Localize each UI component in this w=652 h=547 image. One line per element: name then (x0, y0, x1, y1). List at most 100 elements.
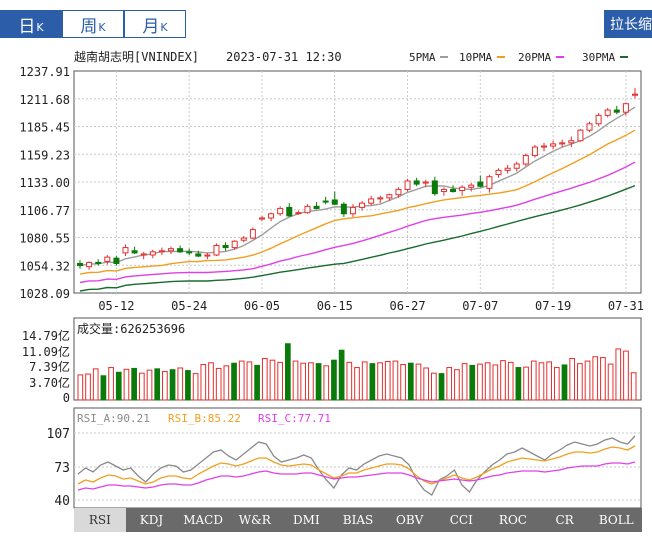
volume-bar-up (392, 360, 399, 401)
volume-bar-up (77, 374, 84, 401)
volume-bar-up (530, 360, 537, 401)
volume-bar-up (269, 359, 276, 401)
volume-bar-up (630, 372, 637, 401)
indicator-button-rsi[interactable]: RSI (74, 508, 126, 532)
volume-bar-up (623, 350, 629, 401)
date-tick-label: 05-24 (171, 299, 207, 313)
volume-bar-down (115, 371, 122, 401)
candle-body-down (431, 180, 438, 195)
zoom-toggle-button[interactable]: 拉长缩短 (604, 10, 652, 38)
volume-bar-up (146, 369, 153, 401)
volume-bar-up (238, 360, 245, 401)
rsi-legend-rsi-a: RSI_A:90.21 (77, 412, 150, 425)
candle-body-up (295, 212, 302, 215)
candle-body-up (249, 229, 256, 239)
indicator-button-roc[interactable]: ROC (498, 513, 527, 527)
date-tick-label: 07-07 (462, 299, 498, 313)
date-tick-label: 06-27 (389, 299, 425, 313)
volume-bar-down (515, 367, 522, 401)
volume-bar-up (354, 367, 360, 401)
volume-bar-up (223, 365, 230, 401)
volume-bar-up (415, 363, 422, 401)
candle-body-up (167, 248, 174, 252)
volume-tick-label: 7.39亿 (29, 359, 70, 374)
price-tick-label: 1211.68 (19, 93, 70, 107)
volume-bar-down (407, 362, 414, 401)
candle-body-up (204, 254, 211, 257)
volume-bar-up (277, 361, 283, 401)
volume-bar-up (384, 360, 391, 401)
price-tick-label: 1054.32 (19, 259, 70, 273)
volume-bar-up (200, 364, 207, 401)
rsi-panel: RSI_A:90.21 RSI_B:85.22 RSI_C:77.71 107 73 40 (47, 407, 642, 509)
volume-bar-up (361, 361, 368, 401)
indicator-button-dmi[interactable]: DMI (293, 513, 320, 527)
indicator-button-wr[interactable]: W&R (238, 513, 271, 527)
candle-body-up (559, 142, 566, 145)
candle-body-up (213, 244, 220, 256)
candle-body-down (222, 244, 229, 249)
candle-body-up (459, 186, 466, 191)
candle-body-up (86, 261, 93, 268)
volume-bar-up (584, 360, 591, 401)
volume-bar-up (553, 367, 560, 401)
indicator-button-obv[interactable]: OBV (396, 513, 424, 527)
indicator-button-cci[interactable]: CCI (449, 513, 473, 527)
legend-swatch-5pma (440, 56, 448, 58)
indicator-button-cr[interactable]: CR (555, 513, 574, 527)
ma-line-30pma (79, 184, 636, 292)
header-datetime: 2023-07-31 12:30 (226, 50, 342, 64)
candle-body-up (595, 114, 602, 125)
tab-weekly-suffix: K (98, 20, 106, 34)
volume-bar-up (208, 362, 214, 401)
candle-body-up (231, 240, 238, 249)
volume-bar-up (423, 367, 430, 401)
volume-bar-up (615, 348, 622, 401)
candle-body-up (368, 198, 375, 204)
indicator-button-boll[interactable]: BOLL (598, 513, 634, 527)
candle-body-up (504, 167, 511, 171)
candle-body-down (340, 203, 347, 215)
candle-body-up (541, 145, 548, 148)
volume-bar-up (500, 360, 506, 401)
volume-bar-up (523, 366, 529, 401)
ma-line-5pma (79, 106, 636, 267)
candle-body-up (349, 206, 356, 215)
volume-bar-up (577, 363, 583, 401)
date-tick-label: 06-05 (244, 299, 280, 313)
volume-bar-down (154, 368, 161, 401)
candle-body-up (468, 184, 475, 188)
date-tick-label: 06-15 (317, 299, 353, 313)
candle-body-down (95, 261, 102, 264)
candle-body-up (395, 188, 402, 196)
ma-line-20pma (79, 161, 636, 284)
volume-bar-up (215, 367, 222, 401)
volume-bar-up (138, 372, 145, 401)
volume-bar-up (538, 362, 545, 401)
date-tick-label: 07-19 (535, 299, 571, 313)
candle-body-up (386, 194, 393, 199)
candle-body-up (531, 146, 538, 157)
volume-tick-label: 11.09亿 (22, 344, 70, 359)
volume-bar-up (507, 361, 514, 401)
candle-body-up (140, 253, 147, 256)
volume-bar-up (123, 368, 130, 401)
volume-bar-up (569, 357, 576, 401)
tab-monthly-suffix: K (160, 20, 168, 34)
indicator-button-macd[interactable]: MACD (183, 513, 223, 527)
candle-body-up (622, 103, 629, 113)
candle-body-up (522, 155, 529, 165)
legend-label-10pma: 10PMA (459, 51, 492, 64)
indicator-button-kdj[interactable]: KDJ (139, 513, 164, 527)
ma-legend: 5PMA 10PMA 20PMA 30PMA (409, 51, 628, 64)
legend-swatch-20pma (556, 56, 564, 58)
candle-body-down (413, 180, 420, 185)
rsi-line-rsi-c (77, 461, 636, 491)
indicator-button-bias[interactable]: BIAS (342, 513, 374, 527)
volume-bar-up (477, 363, 483, 401)
volume-bar-down (284, 343, 291, 401)
